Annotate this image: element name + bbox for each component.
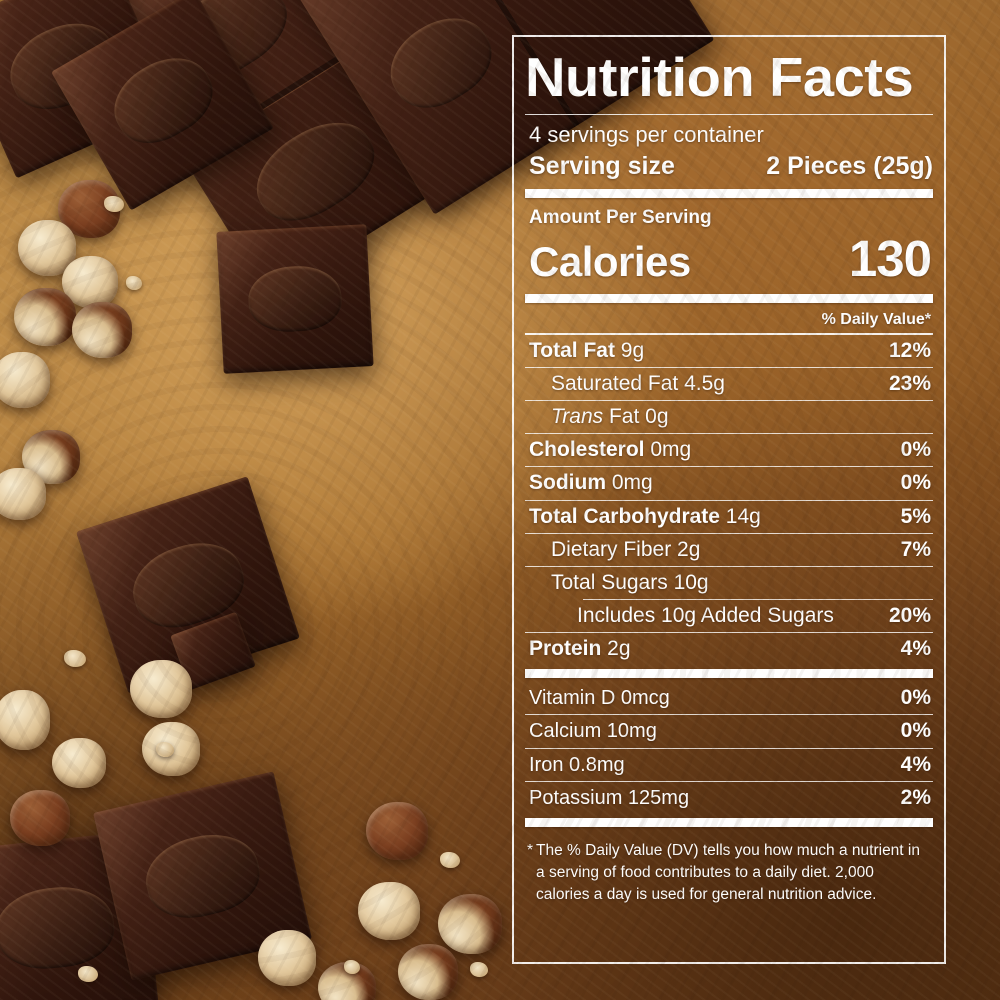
nutrient-name: Dietary Fiber 2g (551, 537, 701, 561)
nutrient-dv: 5% (900, 504, 931, 528)
nutrient-row-total-sugars: Total Sugars 10g (525, 567, 933, 599)
nutrient-row-trans-fat: Trans Fat 0g (525, 401, 933, 433)
nutrition-facts-panel: Nutrition Facts 4 servings per container… (512, 35, 946, 964)
nutrient-row-protein: Protein 2g 4% (525, 633, 933, 665)
divider (525, 499, 933, 501)
amount-per-serving-label: Amount Per Serving (529, 206, 712, 228)
divider-thick-protein (525, 669, 933, 679)
vitamin-dv: 0% (900, 686, 931, 710)
nutrient-dv: 12% (888, 338, 931, 362)
vitamin-name: Vitamin D 0mcg (529, 687, 670, 710)
vitamin-dv: 4% (900, 752, 931, 776)
nutrient-name: Protein 2g (529, 637, 631, 661)
daily-value-footnote: * The % Daily Value (DV) tells you how m… (525, 831, 933, 906)
vitamin-name: Iron 0.8mg (529, 753, 625, 776)
hazelnut-crumb (104, 196, 124, 212)
nutrient-dv: 0% (900, 438, 931, 462)
divider (525, 367, 933, 369)
chocolate-square-center-top (216, 224, 374, 374)
hazelnut-crumb (344, 960, 360, 974)
nutrient-row-sodium: Sodium 0mg 0% (525, 467, 933, 499)
nutrient-row-total-fat: Total Fat 9g 12% (525, 335, 933, 367)
hazelnut-crumb (126, 276, 142, 290)
calories-value: 130 (848, 229, 932, 287)
calories-label: Calories (529, 237, 691, 285)
divider (525, 747, 933, 749)
nutrient-name: Saturated Fat 4.5g (551, 372, 725, 396)
vitamin-row-iron: Iron 0.8mg 4% (525, 749, 933, 781)
nutrient-name: Total Carbohydrate 14g (529, 504, 761, 528)
divider (525, 632, 933, 634)
nutrient-name: Total Sugars 10g (551, 570, 709, 594)
calories-row: Calories 130 (525, 229, 933, 290)
vitamin-row-vitamin-d: Vitamin D 0mcg 0% (525, 682, 933, 714)
divider-thick-vitamins (525, 817, 933, 827)
footnote-star: * (527, 841, 534, 859)
divider-thick-serving (525, 188, 933, 198)
nutrient-name: Cholesterol 0mg (529, 438, 692, 462)
hazelnut (0, 468, 46, 520)
nutrient-dv: 0% (900, 471, 931, 495)
hazelnut-crumb (78, 966, 98, 982)
divider (525, 565, 933, 567)
divider (525, 466, 933, 468)
hazelnut (0, 690, 50, 750)
divider (525, 400, 933, 402)
nutrient-dv: 23% (888, 372, 931, 396)
nutrient-name: Total Fat 9g (529, 338, 645, 362)
hazelnut (130, 660, 192, 718)
nutrient-row-saturated-fat: Saturated Fat 4.5g 23% (525, 368, 933, 400)
servings-per-container: 4 servings per container (529, 121, 764, 147)
vitamin-row-calcium: Calcium 10mg 0% (525, 715, 933, 747)
divider (525, 532, 933, 534)
vitamin-dv: 2% (900, 785, 931, 809)
serving-size-value: 2 Pieces (25g) (766, 151, 933, 180)
hazelnut (438, 894, 502, 954)
daily-value-header: % Daily Value* (821, 310, 931, 328)
nutrient-dv: 7% (900, 537, 931, 561)
divider-thick-calories (525, 293, 933, 303)
hazelnut-crumb (440, 852, 460, 868)
divider (525, 332, 933, 335)
hazelnut (398, 944, 458, 1000)
nutrient-row-cholesterol: Cholesterol 0mg 0% (525, 434, 933, 466)
hazelnut (358, 882, 420, 940)
vitamin-row-potassium: Potassium 125mg 2% (525, 782, 933, 814)
nutrient-row-total-carbohydrate: Total Carbohydrate 14g 5% (525, 501, 933, 533)
hazelnut-crumb (64, 650, 86, 667)
hazelnut (14, 288, 76, 346)
divider (525, 433, 933, 435)
divider (525, 714, 933, 716)
nutrient-dv: 20% (888, 604, 931, 628)
vitamin-name: Calcium 10mg (529, 720, 657, 743)
panel-title: Nutrition Facts (525, 46, 914, 108)
serving-size-label: Serving size (529, 151, 675, 180)
nutrient-name: Includes 10g Added Sugars (577, 604, 834, 628)
nutrient-name: Trans Fat 0g (551, 405, 669, 429)
hazelnut (10, 790, 70, 846)
serving-size-row: Serving size 2 Pieces (25g) (525, 150, 933, 185)
divider-indented (583, 599, 933, 601)
nutrient-row-dietary-fiber: Dietary Fiber 2g 7% (525, 534, 933, 566)
hazelnut (258, 930, 316, 986)
nutrient-dv: 4% (900, 637, 931, 661)
hazelnut (52, 738, 106, 788)
hazelnut-crumb (156, 742, 174, 757)
nutrient-row-added-sugars: Includes 10g Added Sugars 20% (525, 600, 933, 632)
hazelnut (0, 352, 50, 408)
hazelnut (366, 802, 428, 860)
divider (525, 780, 933, 782)
vitamin-name: Potassium 125mg (529, 786, 690, 809)
hazelnut-crumb (470, 962, 488, 977)
vitamin-dv: 0% (900, 719, 931, 743)
hazelnut (72, 302, 132, 358)
nutrient-name: Sodium 0mg (529, 471, 653, 495)
divider-hairline (525, 113, 933, 115)
footnote-text: The % Daily Value (DV) tells you how muc… (536, 841, 920, 903)
